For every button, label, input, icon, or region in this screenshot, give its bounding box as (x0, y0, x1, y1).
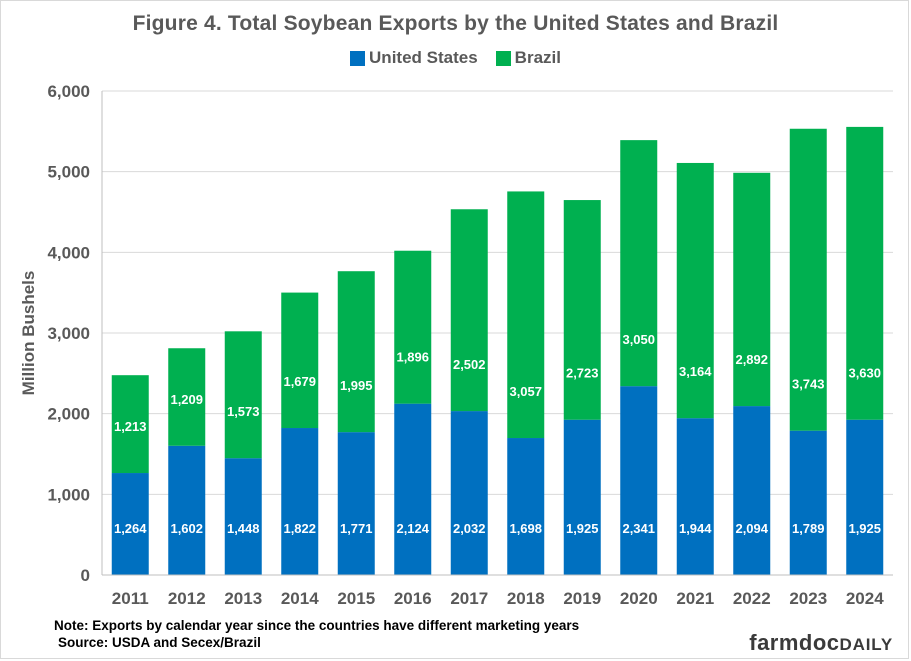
brand-logo: farmdocDAILY (749, 630, 893, 656)
x-tick-label: 2013 (224, 589, 262, 608)
x-tick-label: 2017 (450, 589, 488, 608)
y-tick-label: 6,000 (47, 82, 90, 101)
bar-us (224, 458, 262, 575)
x-tick-label: 2022 (733, 589, 771, 608)
y-tick-label: 2,000 (47, 405, 90, 424)
bar-brazil (281, 292, 319, 429)
chart-title: Figure 4. Total Soybean Exports by the U… (132, 12, 779, 35)
bar-us (450, 411, 488, 575)
data-label-us: 1,771 (340, 521, 373, 536)
bar-us (337, 432, 375, 575)
data-label-us: 1,822 (283, 521, 316, 536)
brand-part1: farmdoc (749, 630, 840, 655)
x-tick-label: 2019 (563, 589, 601, 608)
bar-brazil (676, 162, 714, 419)
bar-us (620, 386, 658, 575)
data-label-brazil: 1,896 (396, 350, 429, 365)
y-tick-label: 0 (81, 566, 90, 585)
x-tick-label: 2011 (112, 589, 149, 608)
bar-us (394, 403, 432, 575)
bar-brazil (620, 140, 658, 387)
legend-item-us: United States (350, 48, 478, 68)
bar-us (168, 445, 206, 575)
y-tick-label: 4,000 (47, 243, 90, 262)
x-tick-label: 2021 (676, 589, 714, 608)
legend-swatch-us (350, 50, 366, 66)
brand-part2: DAILY (839, 635, 893, 654)
legend-swatch-brazil (495, 50, 511, 66)
bar-brazil (224, 331, 262, 459)
data-label-brazil: 1,213 (114, 419, 147, 434)
data-label-brazil: 2,723 (566, 366, 599, 381)
bar-brazil (733, 172, 771, 407)
data-label-us: 1,925 (848, 521, 881, 536)
data-label-brazil: 3,630 (848, 366, 881, 381)
data-label-us: 2,341 (622, 521, 655, 536)
data-label-brazil: 1,995 (340, 378, 373, 393)
data-label-brazil: 1,209 (170, 392, 203, 407)
x-tick-label: 2016 (394, 589, 432, 608)
x-tick-label: 2012 (168, 589, 206, 608)
data-label-us: 1,264 (114, 521, 147, 536)
x-tick-label: 2020 (620, 589, 658, 608)
bar-brazil (563, 200, 601, 420)
bar-us (111, 473, 149, 575)
bar-brazil (789, 128, 827, 431)
data-label-brazil: 3,743 (792, 377, 825, 392)
bar-brazil (507, 191, 545, 439)
data-label-brazil: 2,892 (735, 352, 768, 367)
footnote: Note: Exports by calendar year since the… (54, 617, 579, 651)
footnote-note: Note: Exports by calendar year since the… (54, 618, 580, 633)
data-label-us: 1,925 (566, 521, 599, 536)
bar-brazil (168, 348, 206, 446)
data-label-brazil: 3,057 (509, 384, 542, 399)
bar-us (676, 418, 714, 575)
data-label-brazil: 1,679 (283, 374, 316, 389)
bar-us (733, 406, 771, 575)
data-label-us: 1,448 (227, 521, 260, 536)
bar-us (507, 438, 545, 575)
y-tick-label: 5,000 (47, 163, 90, 182)
y-tick-label: 3,000 (47, 324, 90, 343)
legend-label-us: United States (369, 48, 478, 67)
x-tick-label: 2023 (789, 589, 827, 608)
data-label-us: 2,094 (735, 521, 768, 536)
data-label-us: 1,944 (679, 521, 712, 536)
data-label-brazil: 3,050 (622, 332, 655, 347)
data-label-us: 1,698 (509, 521, 542, 536)
bar-us (281, 428, 319, 575)
bar-us (563, 419, 601, 575)
data-label-us: 2,124 (396, 521, 429, 536)
data-label-brazil: 2,502 (453, 357, 486, 372)
data-label-brazil: 3,164 (679, 364, 712, 379)
data-label-brazil: 1,573 (227, 404, 260, 419)
legend: United States Brazil (0, 48, 911, 68)
bar-brazil (394, 250, 432, 404)
data-label-us: 1,789 (792, 521, 825, 536)
x-tick-label: 2024 (846, 589, 884, 608)
footnote-source: Source: USDA and Secex/Brazil (58, 635, 261, 650)
x-tick-label: 2014 (281, 589, 319, 608)
x-tick-label: 2015 (337, 589, 375, 608)
bar-us (846, 419, 884, 575)
y-tick-label: 1,000 (47, 485, 90, 504)
legend-item-brazil: Brazil (495, 48, 561, 68)
data-label-us: 2,032 (453, 521, 486, 536)
bar-brazil (111, 375, 149, 474)
bar-brazil (337, 271, 375, 433)
bar-us (789, 430, 827, 575)
legend-label-brazil: Brazil (514, 48, 561, 67)
bar-brazil (846, 126, 884, 420)
data-label-us: 1,602 (170, 521, 203, 536)
bar-brazil (450, 209, 488, 412)
y-axis-title: Million Bushels (19, 271, 38, 396)
x-tick-label: 2018 (507, 589, 545, 608)
